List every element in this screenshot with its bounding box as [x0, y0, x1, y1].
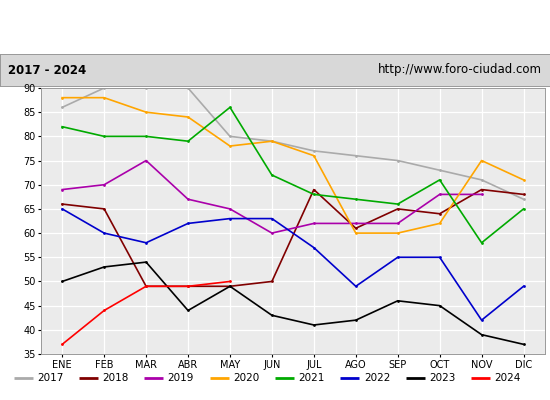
Text: Evolucion del paro registrado en Alía: Evolucion del paro registrado en Alía	[108, 19, 442, 35]
Text: 2018: 2018	[102, 373, 129, 383]
Text: 2024: 2024	[494, 373, 521, 383]
Text: 2019: 2019	[168, 373, 194, 383]
Text: 2022: 2022	[364, 373, 390, 383]
Text: 2020: 2020	[233, 373, 259, 383]
Text: 2023: 2023	[429, 373, 455, 383]
Text: http://www.foro-ciudad.com: http://www.foro-ciudad.com	[378, 64, 542, 76]
Text: 2021: 2021	[299, 373, 325, 383]
Text: 2017: 2017	[37, 373, 63, 383]
Text: 2017 - 2024: 2017 - 2024	[8, 64, 86, 76]
